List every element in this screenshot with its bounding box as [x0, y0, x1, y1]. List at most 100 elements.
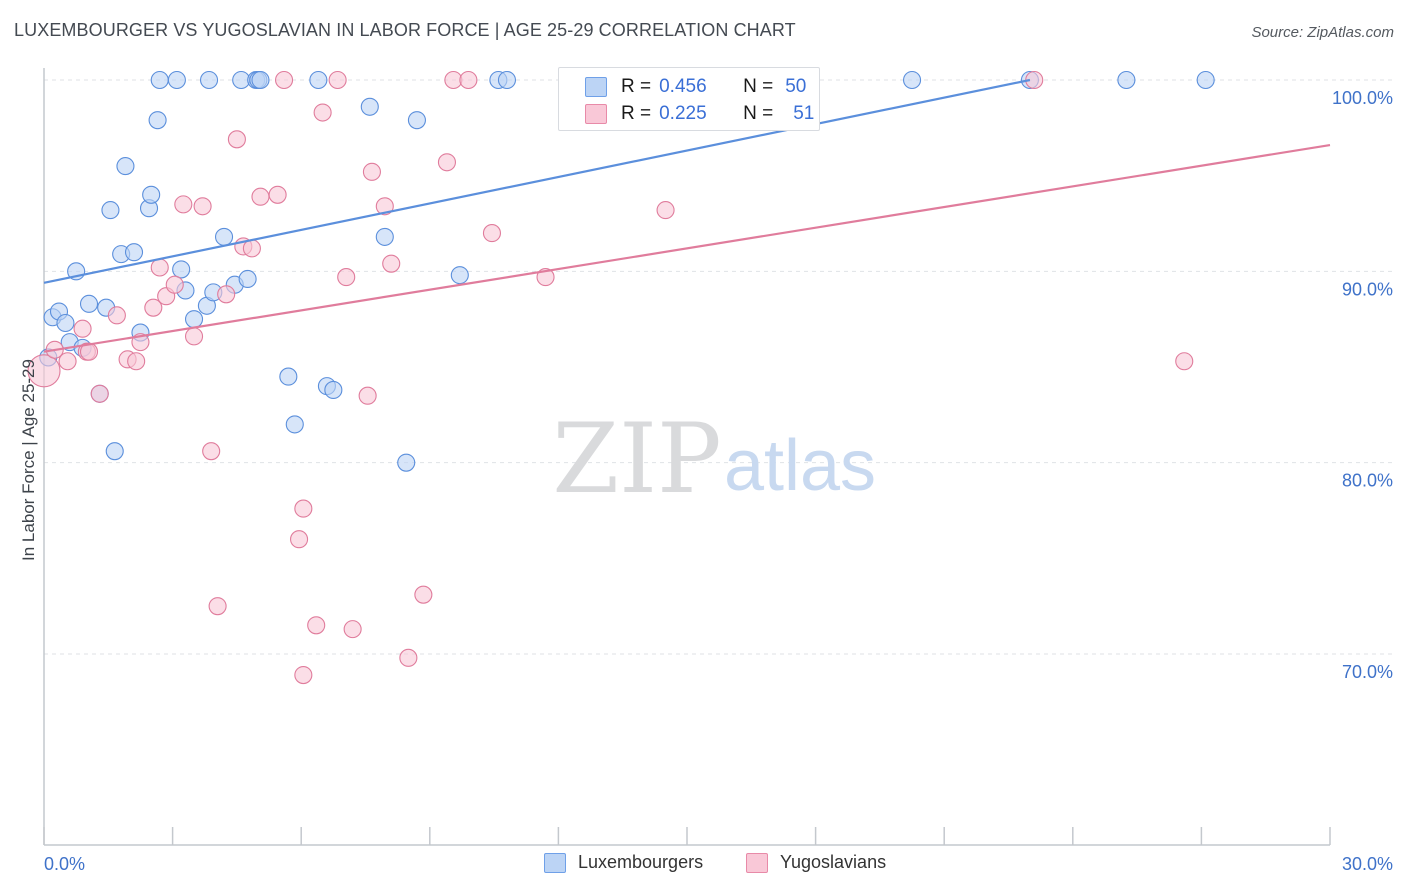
r-value: 0.456	[659, 76, 707, 97]
legend-swatch-yugoslavians	[585, 104, 607, 124]
data-point	[268, 185, 287, 204]
data-point	[101, 201, 120, 220]
data-point	[79, 342, 99, 361]
source-label: Source: ZipAtlas.com	[1251, 24, 1394, 41]
data-point	[217, 285, 236, 304]
n-label: N =	[743, 103, 774, 124]
y-axis-label-wrap: In Labor Force | Age 25-29	[16, 0, 42, 892]
data-point	[324, 380, 343, 400]
series-yugoslavians	[27, 70, 1194, 685]
data-point	[375, 227, 394, 246]
n-value: 50	[785, 76, 807, 97]
data-point	[58, 352, 77, 371]
data-point	[79, 294, 99, 313]
data-point	[165, 275, 184, 294]
watermark-atlas: atlas	[724, 426, 876, 506]
legend-row-luxembourgers: R = 0.456 N = 50	[585, 75, 806, 99]
data-point	[238, 269, 257, 289]
data-point	[313, 103, 332, 122]
data-point	[290, 530, 309, 549]
data-point	[174, 195, 193, 214]
legend-swatch	[544, 852, 566, 873]
data-point	[275, 70, 294, 90]
data-point	[375, 197, 394, 216]
data-point	[397, 453, 416, 472]
axes	[43, 68, 1331, 846]
data-point	[343, 620, 362, 639]
data-point	[232, 70, 251, 90]
data-point	[360, 97, 379, 116]
data-point	[107, 306, 126, 325]
data-point	[242, 239, 261, 258]
data-point	[1175, 352, 1194, 371]
chart-title: LUXEMBOURGER VS YUGOSLAVIAN IN LABOR FOR…	[14, 20, 796, 40]
data-point	[251, 70, 270, 90]
legend-swatch-luxembourgers	[585, 77, 607, 97]
data-point	[414, 585, 433, 604]
legend-item-luxembourgers[interactable]: Luxembourgers	[544, 852, 703, 873]
legend-label: Luxembourgers	[578, 852, 704, 872]
data-point	[144, 298, 163, 317]
data-point	[56, 313, 75, 333]
data-point	[150, 258, 169, 277]
y-tick-label: 90.0%	[1342, 279, 1393, 299]
data-point	[328, 70, 347, 90]
r-value: 0.225	[659, 103, 707, 124]
n-value: 51	[793, 103, 815, 124]
trend-line-luxembourgers	[43, 78, 1031, 284]
data-point	[459, 70, 478, 90]
data-point	[407, 111, 426, 130]
y-tick-label: 100.0%	[1332, 88, 1393, 108]
data-point	[444, 70, 463, 90]
data-point	[105, 442, 124, 461]
series-luxembourgers	[39, 70, 1215, 472]
y-tick-label: 70.0%	[1342, 662, 1393, 682]
data-point	[362, 162, 381, 181]
data-point	[142, 185, 161, 204]
data-point	[73, 319, 92, 338]
tick-labels: 100.0% 90.0% 80.0% 70.0% 0.0% 30.0%	[44, 88, 1393, 874]
correlation-legend: R = 0.456 N = 50 R = 0.225 N = 51	[558, 67, 820, 131]
data-point	[150, 70, 169, 90]
watermark-zip: ZIP	[552, 403, 721, 515]
data-point	[482, 224, 502, 243]
data-point	[294, 665, 313, 685]
data-point	[450, 266, 469, 285]
legend-row-yugoslavians: R = 0.225 N = 51	[585, 102, 814, 126]
legend-swatch	[746, 852, 768, 873]
data-point	[208, 597, 227, 616]
data-point	[184, 310, 204, 329]
data-point	[148, 111, 167, 130]
x-tick-label: 0.0%	[44, 854, 85, 874]
data-point	[127, 352, 146, 371]
data-point	[1117, 70, 1136, 90]
data-point	[90, 384, 109, 403]
r-label: R =	[621, 76, 652, 97]
data-point	[656, 201, 675, 220]
data-point	[193, 197, 212, 216]
n-label: N =	[743, 76, 774, 97]
data-point	[358, 386, 377, 405]
legend-item-yugoslavians[interactable]: Yugoslavians	[746, 852, 886, 873]
data-point	[251, 187, 270, 206]
data-point	[167, 70, 186, 90]
data-point	[172, 260, 191, 279]
r-label: R =	[621, 103, 652, 124]
legend-label: Yugoslavians	[780, 852, 887, 872]
data-point	[437, 153, 456, 172]
data-point	[902, 70, 922, 90]
data-point	[184, 327, 204, 346]
data-point	[294, 499, 313, 518]
data-point	[27, 354, 61, 388]
data-point	[214, 227, 234, 246]
data-point	[337, 268, 356, 287]
data-point	[399, 648, 418, 667]
data-point	[279, 367, 298, 386]
data-point	[199, 70, 219, 90]
x-tick-label: 30.0%	[1342, 854, 1393, 874]
y-tick-label: 80.0%	[1342, 471, 1393, 491]
trend-lines	[43, 78, 1331, 353]
series-legend: Luxembourgers Yugoslavians	[0, 852, 1406, 878]
data-point	[285, 415, 304, 434]
